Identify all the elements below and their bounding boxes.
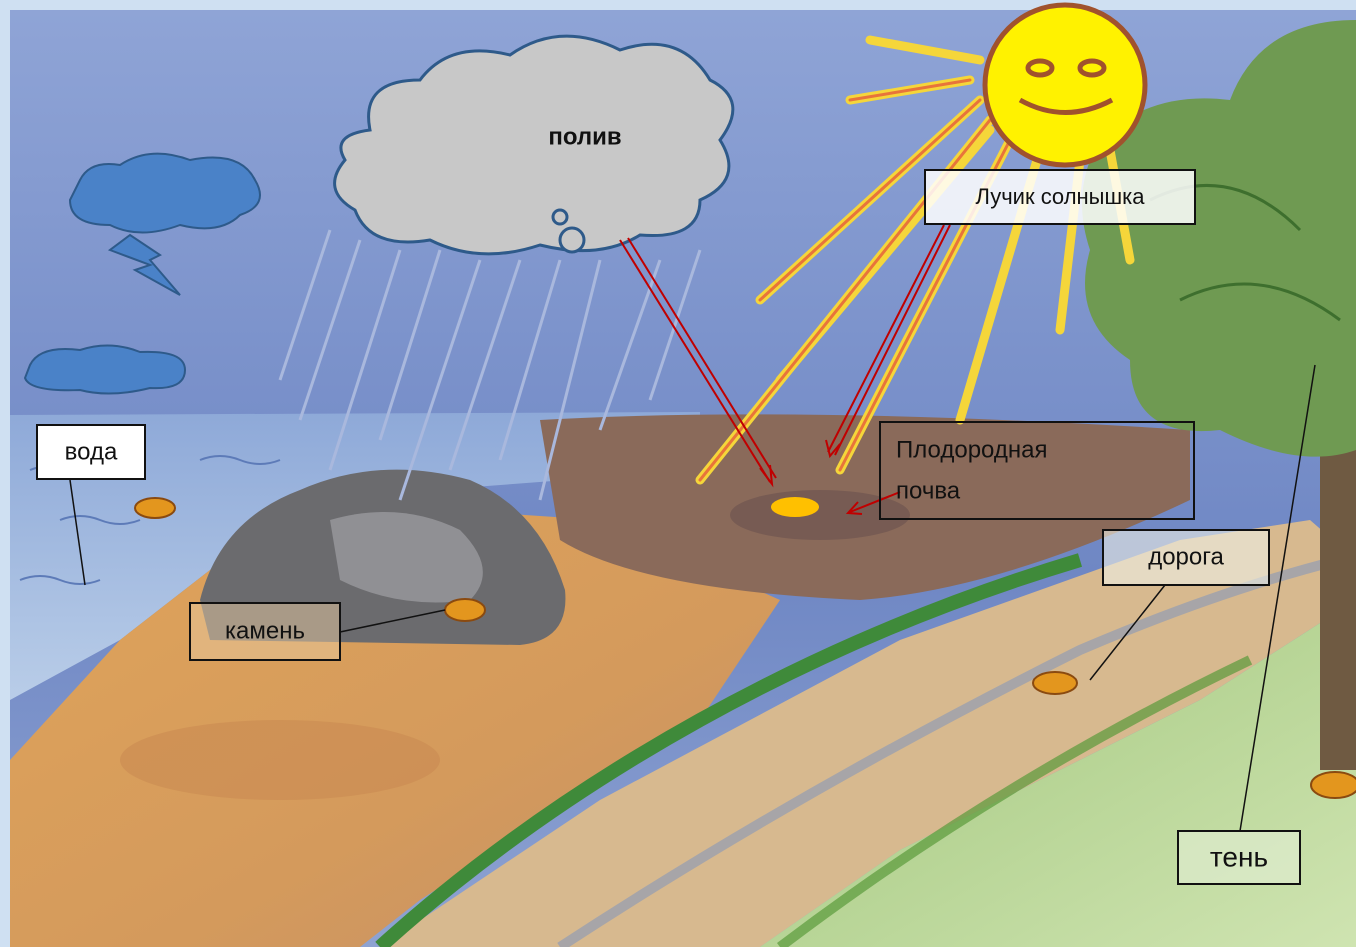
label: Плодородная bbox=[896, 436, 1047, 463]
cloud-label: полив bbox=[548, 123, 621, 150]
cloud-drop bbox=[553, 210, 567, 224]
label: Лучик солнышка bbox=[976, 184, 1146, 209]
sun-eye bbox=[1028, 61, 1052, 75]
field-shade bbox=[730, 490, 910, 540]
storm-cloud bbox=[70, 154, 260, 233]
seed bbox=[771, 497, 819, 517]
sun bbox=[985, 5, 1145, 165]
label: вода bbox=[65, 438, 118, 465]
label: тень bbox=[1210, 841, 1268, 872]
label: камень bbox=[225, 617, 305, 644]
label: почва bbox=[896, 477, 961, 504]
sun-eye bbox=[1080, 61, 1104, 75]
storm-cloud bbox=[25, 345, 185, 393]
page: полив Лучик солнышка вода Плодородная по… bbox=[0, 0, 1356, 947]
sand-shade bbox=[120, 720, 440, 800]
cloud-drop bbox=[560, 228, 584, 252]
illustration: полив Лучик солнышка вода Плодородная по… bbox=[0, 0, 1356, 947]
label: дорога bbox=[1148, 543, 1224, 570]
